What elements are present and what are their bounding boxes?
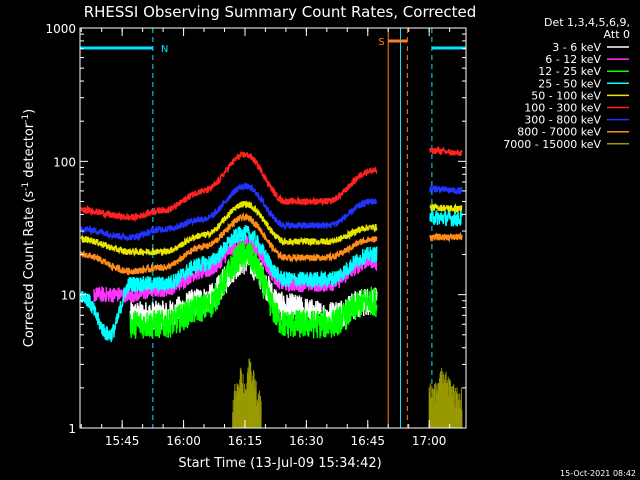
series-line	[429, 203, 463, 215]
x-tick-label: 16:00	[166, 434, 201, 448]
timestamp: 15-Oct-2021 08:42	[560, 469, 636, 478]
legend-label: 12 - 25 keV	[538, 65, 601, 78]
series-line	[80, 212, 378, 276]
flag-label: S	[378, 37, 384, 48]
x-axis-label: Start Time (13-Jul-09 15:34:42)	[178, 456, 381, 471]
legend-header: Det 1,3,4,5,6,9, Att 0	[544, 16, 630, 41]
legend-header-line: Att 0	[604, 28, 630, 41]
y-tick-label: 1	[68, 422, 76, 436]
plot-frame	[79, 27, 467, 429]
y-axis-label-part: Corrected Count Rate (s	[22, 191, 37, 348]
x-tick-label: 16:30	[289, 434, 324, 448]
y-axis-label-part: detector	[22, 122, 37, 182]
y-tick-label: 10	[61, 289, 76, 303]
chart-title: RHESSI Observing Summary Count Rates, Co…	[84, 3, 477, 21]
x-tick-label: 15:45	[105, 434, 140, 448]
series-line	[429, 231, 463, 243]
legend-label: 6 - 12 keV	[545, 53, 601, 66]
series-line	[429, 145, 463, 157]
legend-label: 3 - 6 keV	[552, 41, 601, 54]
x-tick-label: 16:45	[350, 434, 385, 448]
y-tick-label: 1000	[45, 22, 76, 36]
x-tick-label: 17:00	[412, 434, 447, 448]
series-line	[429, 184, 463, 195]
legend-label: 300 - 800 keV	[524, 114, 601, 127]
series-line	[80, 200, 378, 257]
series-line	[80, 151, 378, 223]
series-group	[80, 145, 463, 428]
y-axis-label: Corrected Count Rate (s-1 detector-1)	[21, 109, 37, 347]
flag-label: N	[161, 44, 168, 55]
legend-label: 800 - 7000 keV	[517, 126, 601, 139]
legend-label: 7000 - 15000 keV	[503, 138, 601, 151]
series-line	[80, 225, 378, 343]
plot-area: N S 1 10 100 1000 15:45 16:00 16:15 16:30 16:45 17:…	[45, 22, 467, 448]
legend-label: 25 - 50 keV	[538, 77, 601, 90]
series-line	[80, 182, 378, 242]
series-line	[429, 208, 463, 227]
legend-label: 100 - 300 keV	[524, 102, 601, 115]
legend-header-line: Det 1,3,4,5,6,9,	[544, 16, 630, 29]
y-tick-label: 100	[53, 155, 76, 169]
series-line	[129, 240, 378, 339]
y-axis-label-superscript: -1	[21, 114, 31, 123]
x-tick-label: 16:15	[228, 434, 263, 448]
y-axis-label-part: )	[22, 109, 37, 114]
legend-label: 50 - 100 keV	[531, 89, 601, 102]
y-axis-label-superscript: -1	[21, 182, 31, 191]
